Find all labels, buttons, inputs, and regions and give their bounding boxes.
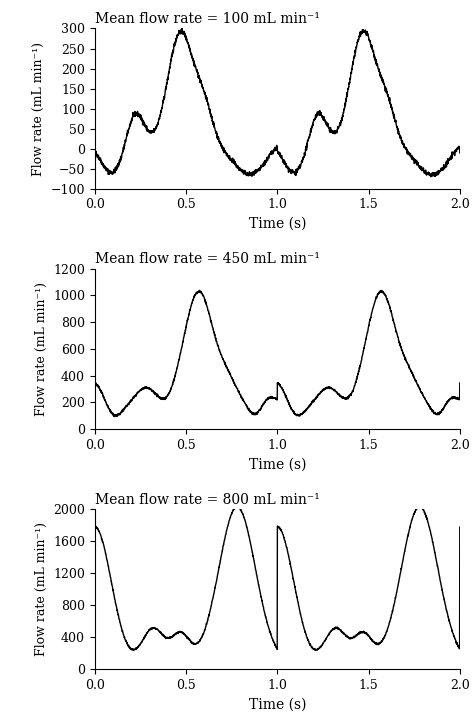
X-axis label: Time (s): Time (s) <box>248 217 306 231</box>
Text: Mean flow rate = 100 mL min⁻¹: Mean flow rate = 100 mL min⁻¹ <box>95 12 319 26</box>
Y-axis label: Flow rate (mL min⁻¹): Flow rate (mL min⁻¹) <box>32 41 45 176</box>
Text: Mean flow rate = 450 mL min⁻¹: Mean flow rate = 450 mL min⁻¹ <box>95 252 319 266</box>
Text: Mean flow rate = 800 mL min⁻¹: Mean flow rate = 800 mL min⁻¹ <box>95 493 319 506</box>
Y-axis label: Flow rate (mL min⁻¹): Flow rate (mL min⁻¹) <box>35 282 47 416</box>
X-axis label: Time (s): Time (s) <box>248 457 306 471</box>
X-axis label: Time (s): Time (s) <box>248 698 306 711</box>
Y-axis label: Flow rate (mL min⁻¹): Flow rate (mL min⁻¹) <box>35 522 47 656</box>
